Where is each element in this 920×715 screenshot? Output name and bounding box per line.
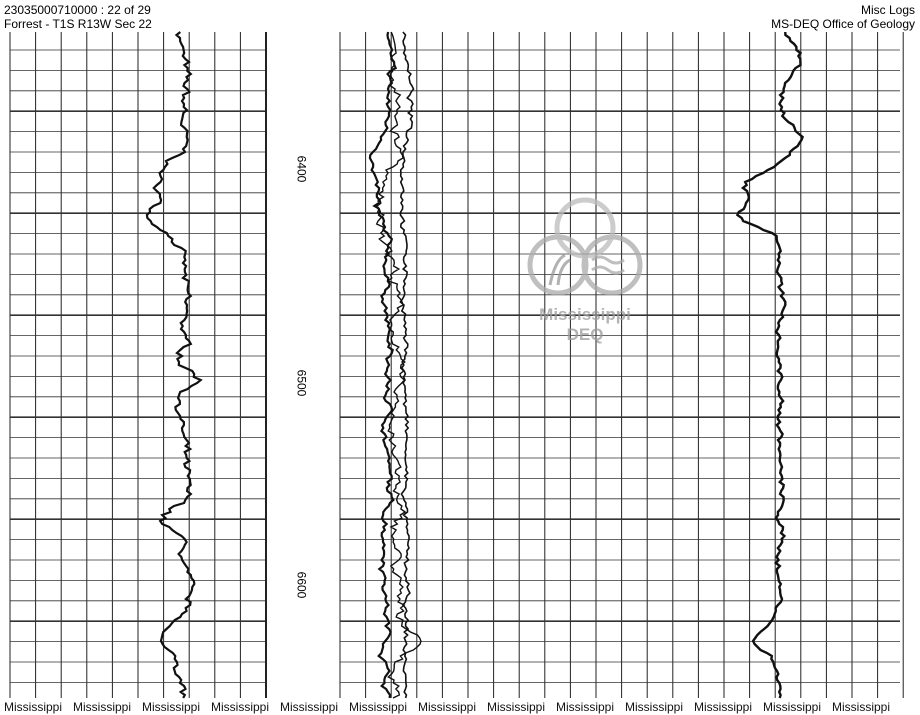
log-trace	[145, 31, 203, 699]
footer-word: Mississippi	[832, 700, 891, 714]
mdeq-watermark-logo: Mississippi DEQ	[520, 190, 650, 350]
footer-word: Mississippi	[487, 700, 546, 714]
log-trace	[735, 31, 805, 699]
log-type: Misc Logs	[860, 3, 915, 17]
footer-word: Mississippi	[142, 700, 201, 714]
logo-line2: DEQ	[566, 325, 604, 344]
footer-word: Mississippi	[763, 700, 822, 714]
footer-word: Mississippi	[73, 700, 132, 714]
footer-word: Mississippi	[349, 700, 408, 714]
depth-label: 6400	[294, 155, 309, 183]
footer-word: Mississippi	[694, 700, 753, 714]
footer-watermark: Mississippi Mississippi Mississippi Miss…	[4, 700, 901, 714]
footer-word: Mississippi	[280, 700, 339, 714]
footer-word: Mississippi	[625, 700, 684, 714]
footer-word: Mississippi	[211, 700, 270, 714]
depth-label: 6500	[294, 369, 309, 397]
footer-word: Mississippi	[556, 700, 615, 714]
log-trace	[372, 31, 422, 699]
agency: MS-DEQ Office of Geology	[771, 17, 915, 31]
log-trace	[368, 31, 398, 699]
mdeq-logo-icon	[527, 197, 643, 296]
log-trace	[399, 31, 415, 699]
footer-word: Mississippi	[4, 700, 63, 714]
logo-line1: Mississippi	[539, 305, 631, 324]
footer-word: Mississippi	[418, 700, 477, 714]
location: Forrest - T1S R13W Sec 22	[4, 17, 152, 31]
well-id-page: 23035000710000 : 22 of 29	[4, 3, 151, 17]
depth-label: 6600	[294, 571, 309, 599]
